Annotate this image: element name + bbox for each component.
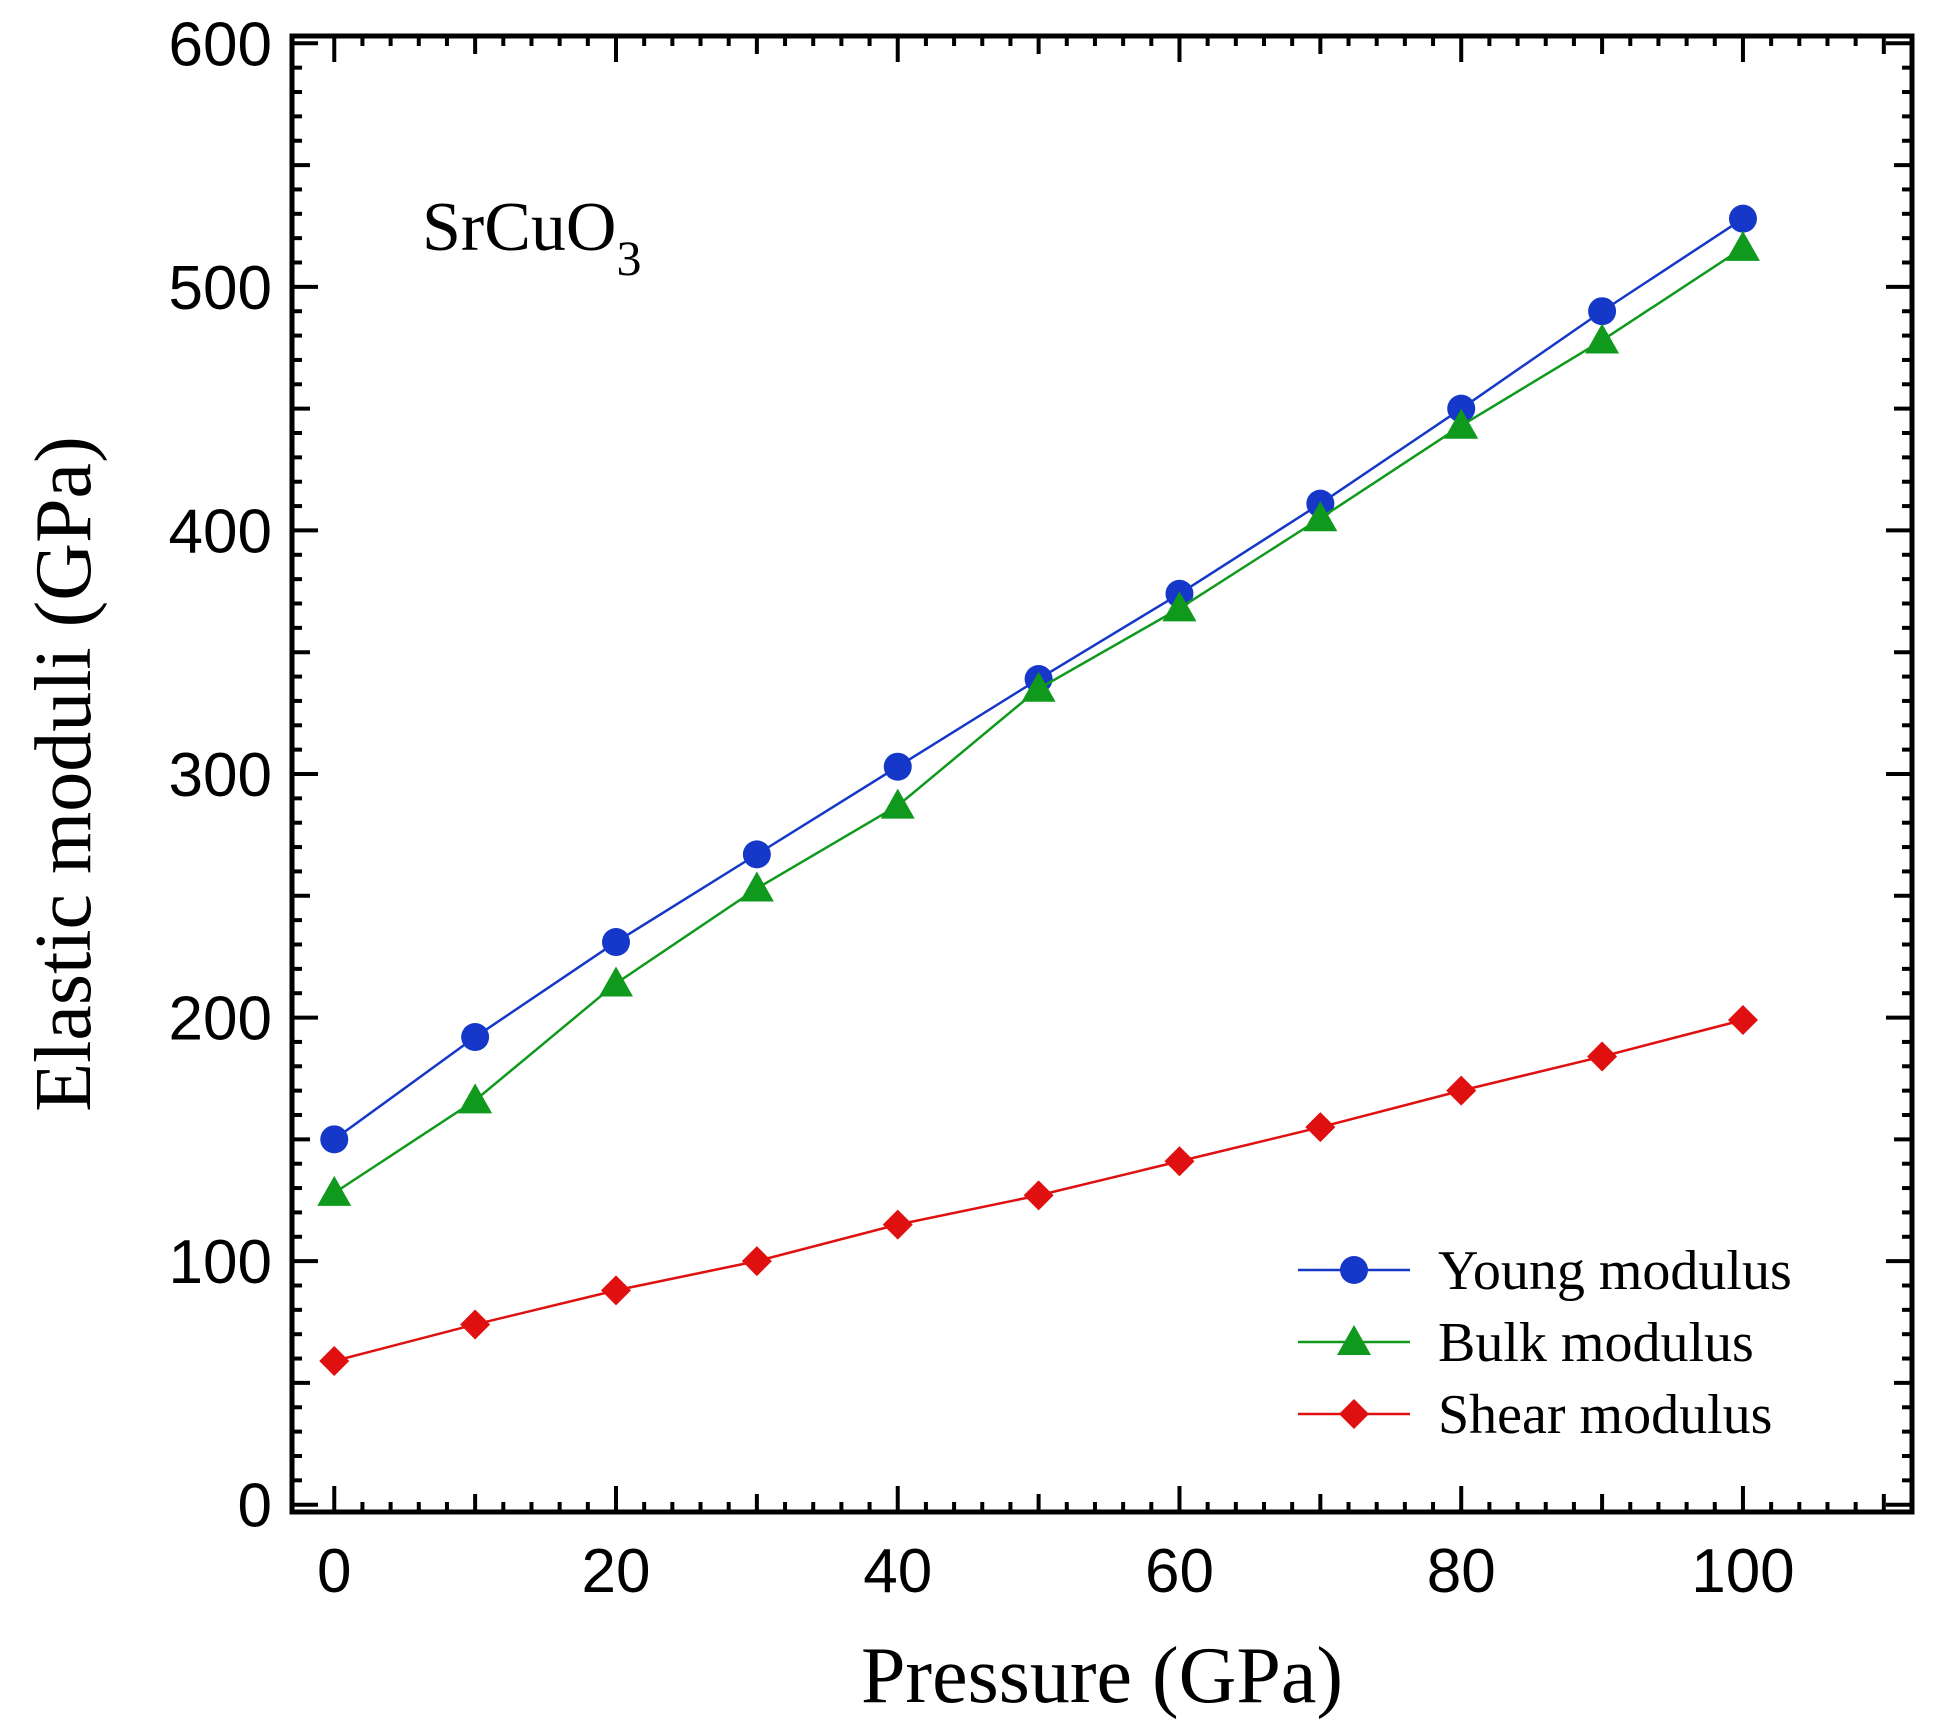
- data-point-shear: [1727, 1005, 1758, 1035]
- plot-frame: [289, 33, 1915, 1515]
- data-point-bulk: [739, 871, 774, 902]
- tick-labels: 0 20 40 60 80 100 0 100 200 300 400 500 600: [169, 10, 1795, 1606]
- series-bulk: [317, 230, 1760, 1206]
- data-point-bulk: [880, 788, 915, 819]
- data-point-shear: [460, 1309, 491, 1340]
- data-point-bulk: [458, 1083, 493, 1114]
- y-tick-label: 0: [238, 1472, 272, 1541]
- legend: Young modulus Bulk modulus Shear modulus: [1298, 1240, 1792, 1446]
- data-point-young: [602, 928, 630, 957]
- x-tick-label: 60: [1145, 1537, 1214, 1606]
- data-point-bulk: [1725, 230, 1760, 261]
- data-point-bulk: [1303, 501, 1338, 532]
- legend-label-young: Young modulus: [1438, 1240, 1792, 1302]
- data-point-young: [742, 840, 771, 869]
- data-point-shear: [601, 1275, 631, 1306]
- legend-item-young: Young modulus: [1298, 1240, 1792, 1302]
- legend-item-bulk: Bulk modulus: [1298, 1312, 1754, 1374]
- data-point-bulk: [1021, 671, 1056, 702]
- data-point-bulk: [1585, 323, 1620, 354]
- compound-label: SrCuO3: [422, 189, 641, 286]
- y-tick-label: 400: [169, 497, 272, 566]
- x-axis-title: Pressure (GPa): [861, 1632, 1343, 1720]
- data-point-shear: [1446, 1075, 1477, 1106]
- compound-label-base: SrCuO: [422, 189, 616, 266]
- series-shear: [319, 1005, 1758, 1376]
- x-tick-label: 100: [1691, 1537, 1794, 1606]
- legend-marker-young: [1340, 1256, 1368, 1284]
- y-axis-title: Elastic moduli (GPa): [20, 436, 108, 1111]
- x-tick-label: 0: [317, 1537, 351, 1606]
- data-point-young: [1447, 394, 1476, 423]
- legend-item-shear: Shear modulus: [1298, 1384, 1772, 1446]
- data-point-bulk: [1162, 591, 1197, 622]
- x-tick-label: 40: [863, 1537, 932, 1606]
- data-point-shear: [882, 1209, 913, 1240]
- y-tick-label: 500: [169, 254, 272, 323]
- data-point-shear: [1587, 1041, 1618, 1072]
- x-tick-label: 20: [582, 1537, 651, 1606]
- legend-marker-shear: [1339, 1399, 1369, 1429]
- data-point-young: [461, 1023, 490, 1052]
- data-point-shear: [741, 1246, 772, 1277]
- data-point-bulk: [317, 1175, 352, 1206]
- series-layer: [317, 204, 1760, 1376]
- data-point-bulk: [1444, 408, 1479, 439]
- compound-label-subscript: 3: [616, 230, 641, 286]
- data-point-young: [1728, 204, 1757, 233]
- data-point-shear: [1164, 1146, 1195, 1177]
- x-tick-label: 80: [1427, 1537, 1496, 1606]
- y-tick-label: 200: [169, 985, 272, 1054]
- data-point-young: [1588, 297, 1617, 326]
- data-point-shear: [1305, 1112, 1336, 1143]
- legend-marker-bulk: [1337, 1325, 1371, 1355]
- legend-label-bulk: Bulk modulus: [1438, 1312, 1754, 1374]
- data-point-young: [320, 1125, 349, 1154]
- data-point-bulk: [599, 966, 633, 997]
- data-point-young: [883, 752, 912, 781]
- y-tick-label: 100: [169, 1228, 272, 1297]
- legend-label-shear: Shear modulus: [1438, 1384, 1772, 1446]
- data-point-shear: [1023, 1180, 1054, 1211]
- y-tick-label: 600: [169, 10, 272, 79]
- y-tick-label: 300: [169, 741, 272, 810]
- data-point-shear: [319, 1345, 350, 1376]
